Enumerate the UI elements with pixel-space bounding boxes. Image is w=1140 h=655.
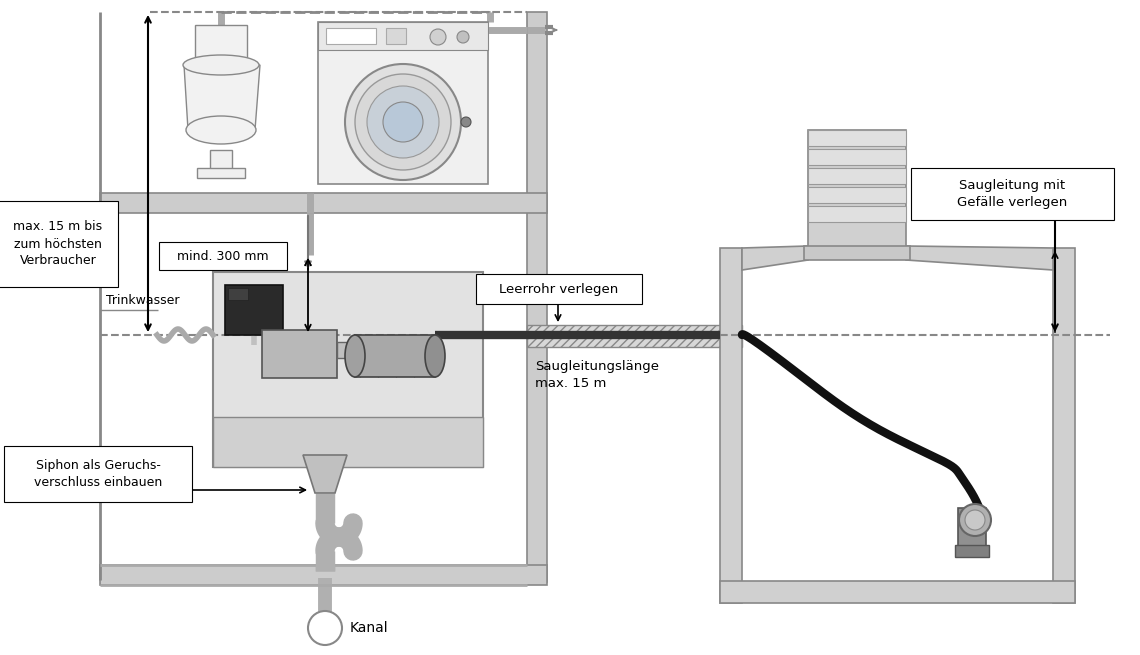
Bar — [318, 22, 488, 50]
Bar — [318, 22, 488, 184]
Ellipse shape — [184, 55, 259, 75]
Bar — [225, 285, 283, 335]
Text: max. 15 m bis
zum höchsten
Verbraucher: max. 15 m bis zum höchsten Verbraucher — [14, 221, 103, 267]
Polygon shape — [184, 65, 260, 130]
Bar — [527, 12, 547, 582]
Bar — [100, 193, 547, 213]
Bar — [210, 150, 233, 172]
Bar — [955, 545, 990, 557]
Bar — [213, 272, 483, 467]
FancyBboxPatch shape — [911, 168, 1114, 220]
Bar — [213, 417, 483, 467]
FancyBboxPatch shape — [477, 274, 642, 304]
FancyBboxPatch shape — [0, 201, 119, 287]
Bar — [808, 187, 906, 203]
Bar — [195, 25, 247, 65]
Bar — [958, 508, 986, 546]
Circle shape — [964, 510, 985, 530]
Bar — [804, 246, 910, 260]
Polygon shape — [906, 246, 1053, 270]
Circle shape — [959, 504, 991, 536]
Bar — [808, 149, 906, 165]
FancyBboxPatch shape — [5, 446, 192, 502]
Bar — [262, 330, 337, 378]
Bar — [720, 248, 742, 603]
Bar — [355, 335, 435, 377]
Bar — [808, 130, 906, 146]
FancyBboxPatch shape — [158, 242, 287, 270]
Circle shape — [355, 74, 451, 170]
Text: Trinkwasser: Trinkwasser — [106, 294, 179, 307]
Ellipse shape — [345, 335, 365, 377]
Bar — [1053, 248, 1075, 603]
Circle shape — [430, 29, 446, 45]
Bar — [527, 325, 742, 347]
Bar — [808, 206, 906, 222]
Text: Saugleitung mit
Gefälle verlegen: Saugleitung mit Gefälle verlegen — [958, 179, 1068, 209]
Bar — [337, 342, 357, 358]
Bar — [197, 168, 245, 178]
Ellipse shape — [425, 335, 445, 377]
Text: Saugleitungslänge
max. 15 m: Saugleitungslänge max. 15 m — [535, 360, 659, 390]
Circle shape — [367, 86, 439, 158]
Bar — [808, 130, 906, 250]
Text: Kanal: Kanal — [350, 621, 389, 635]
FancyArrowPatch shape — [552, 28, 556, 32]
Bar — [808, 168, 906, 184]
Bar — [228, 288, 249, 300]
Text: Siphon als Geruchs-
verschluss einbauen: Siphon als Geruchs- verschluss einbauen — [34, 459, 162, 489]
Circle shape — [461, 117, 471, 127]
Ellipse shape — [186, 116, 256, 144]
Circle shape — [345, 64, 461, 180]
Bar — [720, 581, 1075, 603]
Text: mind. 300 mm: mind. 300 mm — [177, 250, 269, 263]
Polygon shape — [303, 455, 347, 493]
Bar — [386, 28, 406, 44]
Text: Leerrohr verlegen: Leerrohr verlegen — [499, 282, 619, 295]
Bar — [326, 28, 376, 44]
Circle shape — [308, 611, 342, 645]
Circle shape — [457, 31, 469, 43]
Bar — [100, 565, 547, 585]
Polygon shape — [742, 246, 808, 270]
Circle shape — [383, 102, 423, 142]
